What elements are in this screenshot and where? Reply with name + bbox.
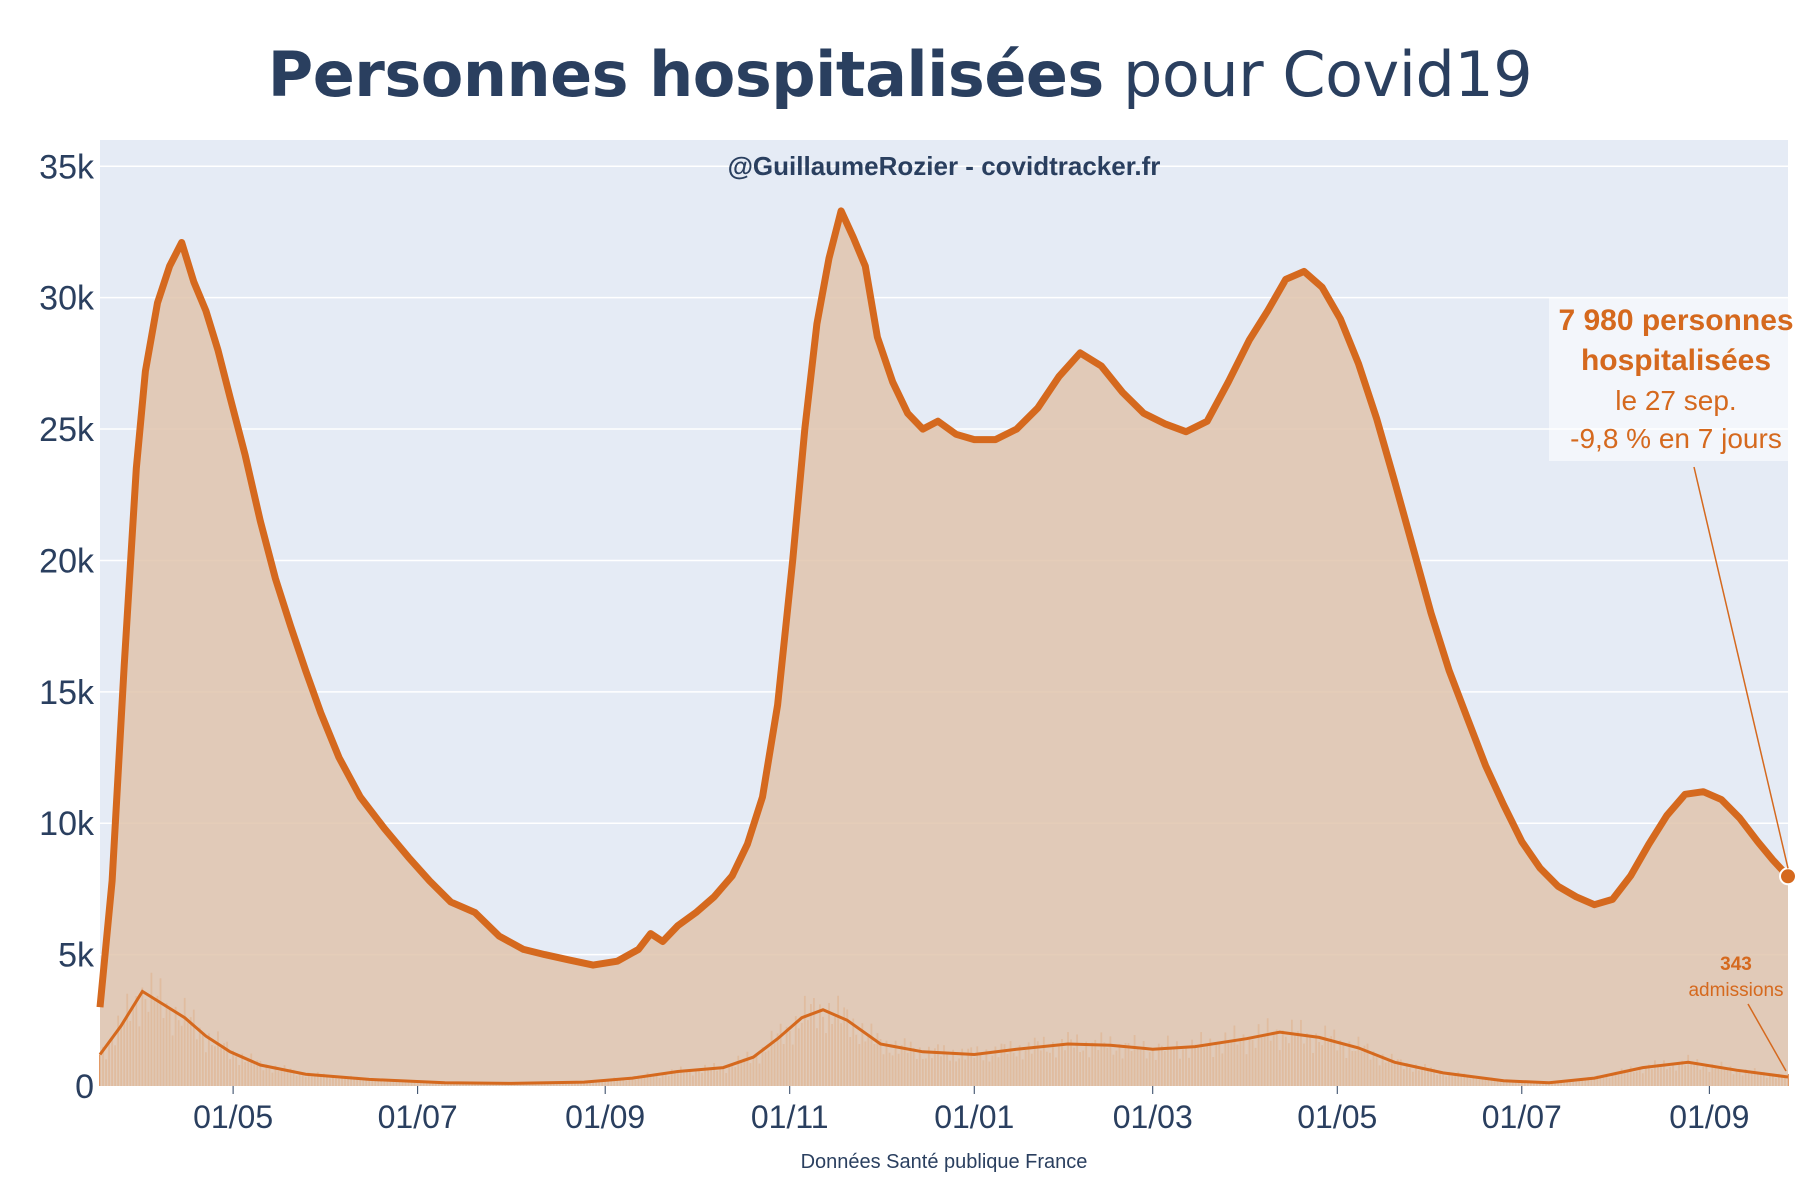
- y-tick-label: 5k: [58, 937, 95, 975]
- y-tick-label: 10k: [39, 805, 95, 843]
- hospitalized-line: [96, 207, 1791, 1008]
- x-tick-label: 01/05: [1297, 1099, 1377, 1135]
- y-tick-label: 15k: [39, 674, 95, 712]
- title-bold: Personnes hospitalisées: [267, 38, 1105, 111]
- y-axis-ticks: 0 5k 10k 15k 20k 25k 30k 35k: [39, 148, 95, 1106]
- x-tick-label: 01/11: [751, 1099, 829, 1135]
- chart-title: Personnes hospitalisées pour Covid19: [0, 38, 1800, 111]
- last-value-marker: [1779, 867, 1797, 886]
- y-tick-label: 30k: [39, 280, 95, 318]
- annotation-box: [1549, 297, 1788, 461]
- title-rest: pour Covid19: [1103, 38, 1533, 111]
- x-tick-label: 01/09: [565, 1099, 645, 1135]
- annotation-line-2: hospitalisées: [1581, 344, 1771, 377]
- annotation-line-3: le 27 sep.: [1615, 385, 1736, 416]
- hospitalized-area: [100, 210, 1788, 1086]
- y-tick-label: 20k: [39, 542, 95, 580]
- y-tick-label: 0: [75, 1068, 94, 1106]
- watermark: @GuillaumeRozier - covidtracker.fr: [728, 151, 1161, 181]
- annotation-pointer: [1693, 466, 1789, 869]
- admissions-value: 343: [1720, 954, 1752, 975]
- x-tick-label: 01/01: [934, 1099, 1014, 1135]
- admissions-annotation: 343 admissions: [1688, 954, 1783, 1001]
- x-tick-label: 01/03: [1113, 1099, 1193, 1135]
- annotation-line-4: -9,8 % en 7 jours: [1570, 423, 1782, 454]
- y-tick-label: 25k: [39, 411, 95, 449]
- admissions-pointer: [1747, 1003, 1787, 1072]
- annotation-line-1: 7 980 personnes: [1558, 304, 1793, 337]
- source-note: Données Santé publique France: [801, 1151, 1088, 1173]
- admissions-line: [98, 989, 1789, 1085]
- admissions-label: admissions: [1688, 980, 1783, 1001]
- x-axis-ticks: 01/05 01/07 01/09 01/11 01/01 01/03 01/05 01/07…: [193, 1086, 1749, 1135]
- x-tick-label: 01/07: [1482, 1099, 1562, 1135]
- x-tick-label: 01/09: [1669, 1099, 1749, 1135]
- x-tick-label: 01/07: [378, 1099, 458, 1135]
- y-tick-label: 35k: [39, 148, 95, 186]
- hospitalized-annotation: 7 980 personnes hospitalisées le 27 sep.…: [1558, 304, 1793, 454]
- x-tick-label: 01/05: [193, 1099, 273, 1135]
